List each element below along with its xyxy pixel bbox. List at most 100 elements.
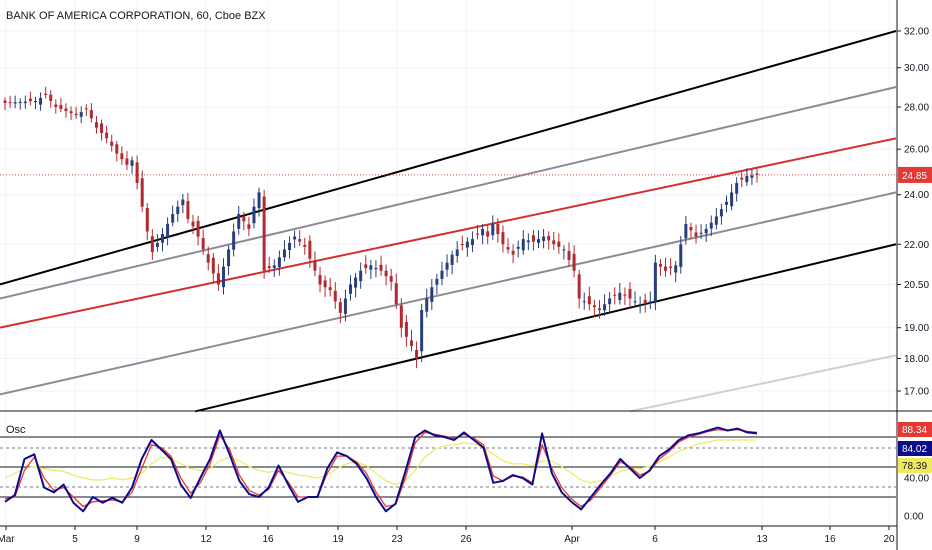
candle-body: [465, 241, 469, 248]
candle-body: [435, 278, 439, 285]
candle-body: [247, 224, 251, 229]
time-tick-label: 13: [756, 534, 768, 545]
candle-body: [18, 101, 22, 103]
channel-line-lower-faint: [629, 354, 897, 413]
osc-badge-label: 78.39: [902, 461, 927, 472]
candle-body: [623, 294, 627, 296]
candle-body: [308, 240, 312, 259]
candle-body: [89, 110, 93, 119]
time-tick-label: 16: [262, 534, 274, 545]
candle-body: [338, 302, 342, 313]
candle-body: [33, 100, 37, 103]
candle-body: [206, 254, 210, 263]
price-tick-label: 24.00: [904, 190, 929, 201]
last-price-badge-label: 24.85: [902, 171, 927, 182]
osc-badge: [898, 422, 932, 437]
candle-body: [486, 231, 490, 237]
candle-body: [227, 249, 231, 266]
candle-body: [145, 208, 149, 232]
candle-body: [369, 265, 373, 270]
candle-body: [54, 104, 58, 107]
candle-body: [648, 301, 652, 304]
channel-line-upper: [0, 30, 897, 286]
candle-body: [613, 294, 617, 296]
candle-body: [714, 216, 718, 225]
candle-body: [537, 239, 541, 243]
candle-body: [643, 299, 647, 303]
candle-body: [409, 340, 413, 346]
candle-body: [470, 239, 474, 245]
chart-title: BANK OF AMERICA CORPORATION, 60, Cboe BZ…: [6, 10, 266, 22]
candle-body: [603, 304, 607, 311]
time-tick-label: Mar: [0, 534, 15, 545]
time-tick-label: 20: [883, 534, 895, 545]
channel-line-lower-inner: [0, 191, 897, 396]
candle-body: [420, 310, 424, 352]
osc-series-k: [4, 426, 758, 513]
candle-body: [531, 235, 535, 242]
candle-body: [277, 257, 281, 268]
candle-body: [730, 192, 734, 207]
candle-body: [69, 111, 73, 114]
candle-body: [181, 199, 185, 206]
candle-body: [664, 266, 668, 271]
candle-body: [191, 221, 195, 227]
candle-body: [496, 223, 500, 235]
candle-body: [592, 305, 596, 308]
candle-body: [704, 228, 708, 234]
candle-body: [79, 112, 83, 117]
candle-body: [94, 122, 98, 128]
candle-body: [3, 100, 7, 103]
price-tick-label: 18.00: [904, 354, 929, 365]
candle-body: [298, 239, 302, 242]
candle-body: [262, 196, 266, 271]
candle-body: [399, 305, 403, 328]
candles: [3, 86, 759, 369]
candle-body: [242, 216, 246, 222]
candle-body: [460, 244, 464, 246]
price-tick-label: 22.00: [904, 240, 929, 251]
candle-body: [115, 144, 119, 154]
candle-body: [577, 274, 581, 299]
oscillator-label: Osc: [6, 424, 26, 436]
candle-body: [323, 280, 327, 288]
candle-body: [735, 182, 739, 194]
osc-badge: [898, 441, 932, 456]
candle-body: [100, 123, 104, 133]
osc-tick-label: 0.00: [904, 512, 924, 523]
candle-body: [257, 192, 261, 209]
time-tick-label: 6: [652, 534, 658, 545]
candle-body: [445, 262, 449, 270]
candle-body: [552, 240, 556, 245]
candle-body: [653, 262, 657, 302]
time-tick-label: 9: [134, 534, 140, 545]
candle-body: [237, 214, 241, 229]
candle-body: [155, 242, 159, 247]
candle-body: [628, 289, 632, 299]
time-tick-label: Apr: [564, 534, 580, 545]
candle-body: [547, 235, 551, 241]
price-tick-label: 19.00: [904, 323, 929, 334]
time-tick-label: 16: [824, 534, 836, 545]
candle-body: [166, 223, 170, 238]
candle-body: [450, 254, 454, 265]
time-tick-label: 12: [200, 534, 212, 545]
candle-body: [511, 250, 515, 255]
candle-body: [161, 234, 165, 243]
candle-body: [669, 266, 673, 269]
candle-body: [455, 249, 459, 256]
candle-body: [394, 283, 398, 305]
candle-body: [110, 141, 114, 146]
candle-body: [232, 231, 236, 250]
candle-body: [140, 178, 144, 207]
osc-badge-label: 88.34: [902, 425, 927, 436]
candle-body: [526, 240, 530, 243]
candle-body: [755, 173, 759, 175]
candle-body: [293, 236, 297, 240]
candle-body: [125, 158, 129, 165]
candle-body: [491, 223, 495, 236]
candle-body: [374, 268, 378, 270]
candle-body: [171, 214, 175, 223]
osc-badge: [898, 458, 932, 473]
